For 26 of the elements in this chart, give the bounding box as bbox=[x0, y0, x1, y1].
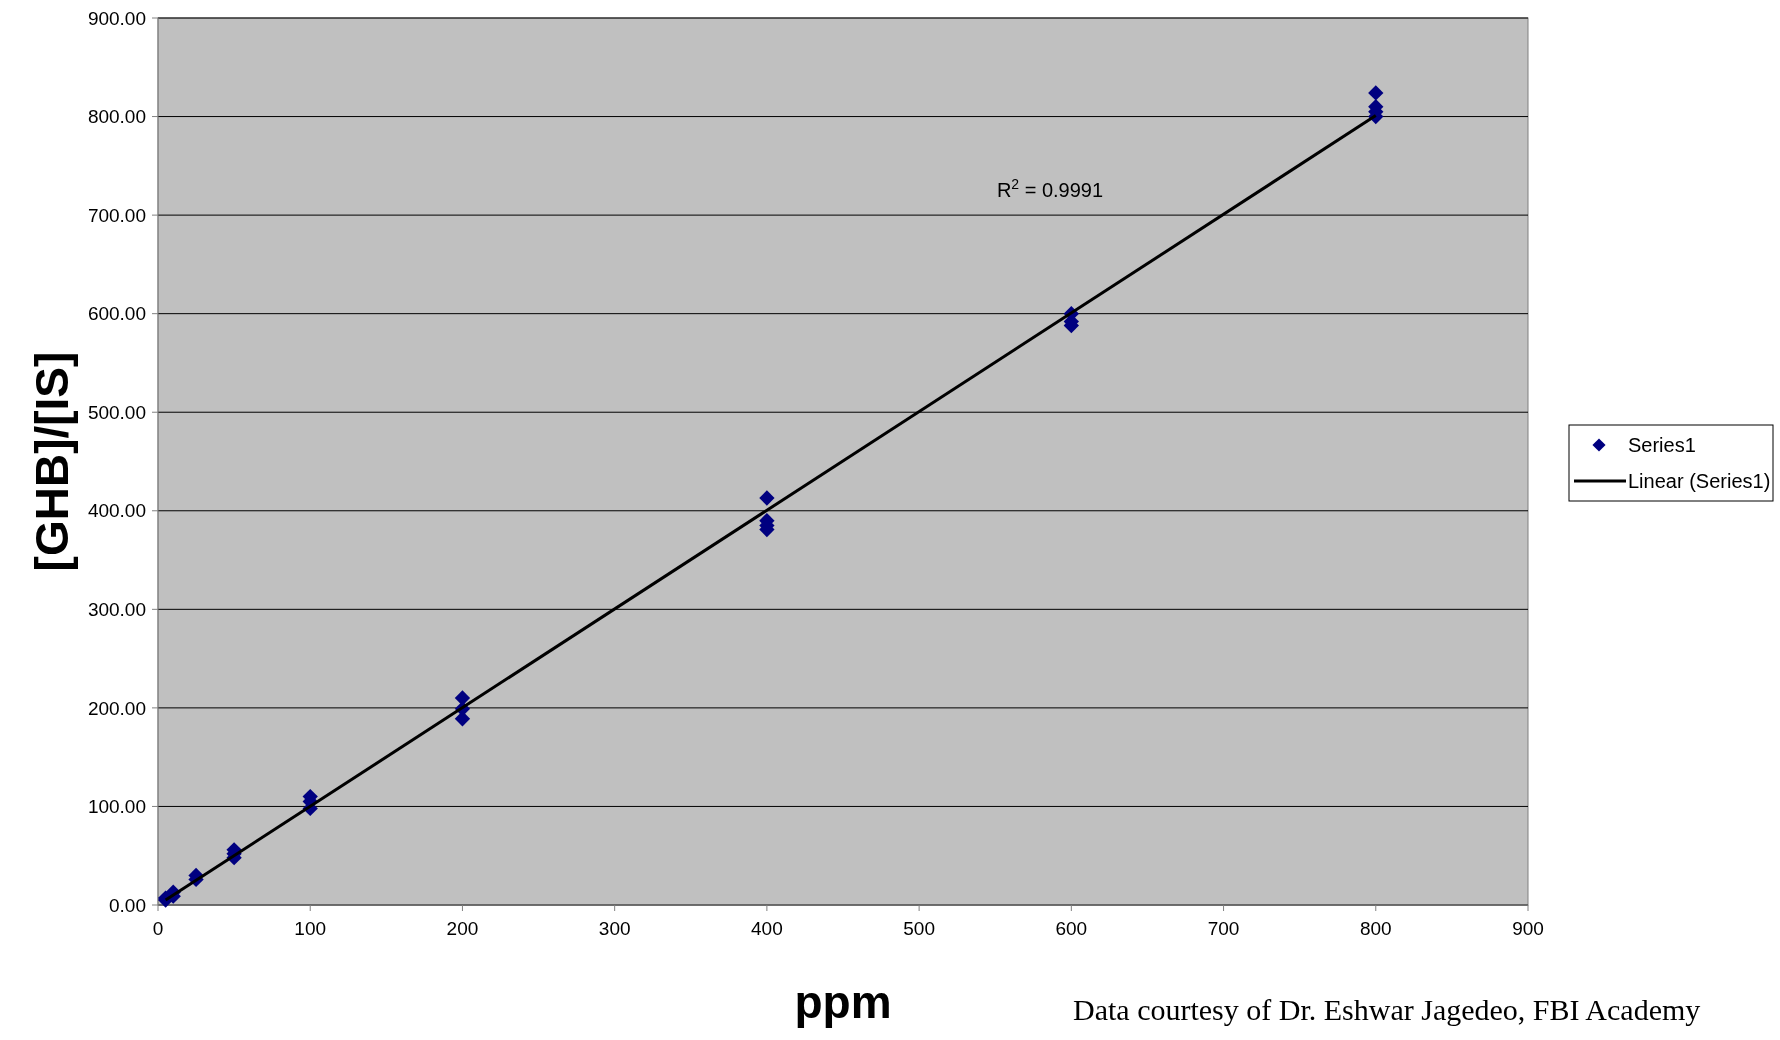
x-tick-label: 300 bbox=[598, 918, 631, 939]
y-tick-label: 300.00 bbox=[87, 598, 146, 620]
x-tick-label: 800 bbox=[1359, 918, 1392, 939]
x-tick-label: 600 bbox=[1055, 918, 1088, 939]
y-tick-label: 400.00 bbox=[87, 500, 146, 522]
y-tick-label: 700.00 bbox=[87, 204, 146, 226]
y-tick-label: 100.00 bbox=[87, 796, 146, 818]
y-tick-label: 900.00 bbox=[87, 7, 146, 29]
y-axis-title: [GHB]/[IS] bbox=[26, 351, 78, 572]
x-tick-label: 900 bbox=[1512, 918, 1544, 939]
text: Data courtesy of Dr. Eshwar Jagedeo, FBI Academy bbox=[1073, 993, 1701, 1026]
legend-label: Series1 bbox=[1628, 434, 1696, 456]
x-tick-label: 400 bbox=[751, 918, 783, 939]
x-axis-title: ppm bbox=[794, 976, 892, 1028]
y-tick-label: 0.00 bbox=[109, 894, 146, 916]
legend-label: Linear (Series1) bbox=[1628, 470, 1771, 492]
y-tick-label: 800.00 bbox=[87, 106, 146, 128]
y-tick-label: 600.00 bbox=[87, 303, 146, 325]
y-tick-label: 200.00 bbox=[87, 697, 146, 719]
x-tick-label: 100 bbox=[294, 918, 327, 939]
y-tick-label: 500.00 bbox=[87, 401, 146, 423]
x-tick-label: 500 bbox=[903, 918, 935, 939]
x-tick-label: 200 bbox=[446, 918, 479, 939]
annotation: R$^{2}$ = 0.9991 bbox=[996, 176, 1104, 201]
x-tick-label: 0 bbox=[152, 918, 164, 939]
x-tick-label: 700 bbox=[1207, 918, 1240, 939]
